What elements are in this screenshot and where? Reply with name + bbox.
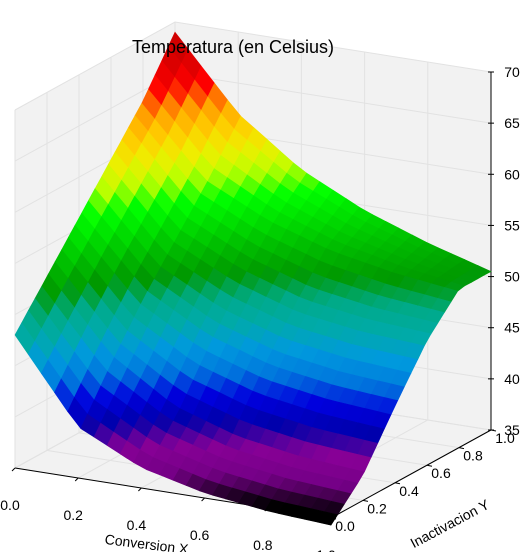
y-tick-mark [362,499,369,502]
y-tick-mark [394,482,401,485]
x-tick-mark [327,517,332,522]
y-tick-label: 0.0 [335,518,355,534]
x-tick-label: 0.6 [190,527,210,543]
surface-mesh [14,31,492,526]
x-tick-mark [11,467,16,472]
y-tick-label: 0.8 [463,448,483,464]
y-tick-label: 0.6 [431,465,451,481]
chart-title: Temperatura (en Celsius) [132,37,334,57]
x-tick-label: 0.2 [63,507,83,523]
x-tick-mark [74,477,79,482]
x-tick-label: 1.0 [316,547,336,552]
y-tick-mark [458,447,465,450]
x-axis-label: Conversion X [104,531,190,552]
x-tick-label: 0.4 [127,517,147,533]
x-tick-label: 0.0 [0,497,20,513]
z-tick-label: 70 [504,64,520,80]
z-tick-label: 65 [504,115,520,131]
y-tick-mark [426,464,433,467]
z-tick-label: 55 [504,217,520,233]
x-tick-label: 0.8 [253,537,273,552]
z-tick-label: 50 [504,269,520,285]
tick-labels: 0.00.20.40.60.81.00.00.20.40.60.81.03540… [0,64,520,552]
z-tick-label: 35 [504,422,520,438]
y-tick-label: 0.2 [367,500,387,516]
y-axis-line [330,429,492,519]
y-tick-mark [330,517,337,520]
grid-line-z [14,21,492,111]
y-tick-label: 1.0 [495,430,515,446]
z-tick-label: 45 [504,320,520,336]
y-tick-label: 0.4 [399,483,419,499]
y-axis-label: Inactivacion Y [408,496,493,551]
x-tick-mark [264,507,269,512]
z-tick-label: 40 [504,371,520,387]
x-tick-mark [138,487,142,492]
z-tick-label: 60 [504,166,520,182]
x-tick-mark [201,497,205,502]
surface-patch [317,511,339,526]
